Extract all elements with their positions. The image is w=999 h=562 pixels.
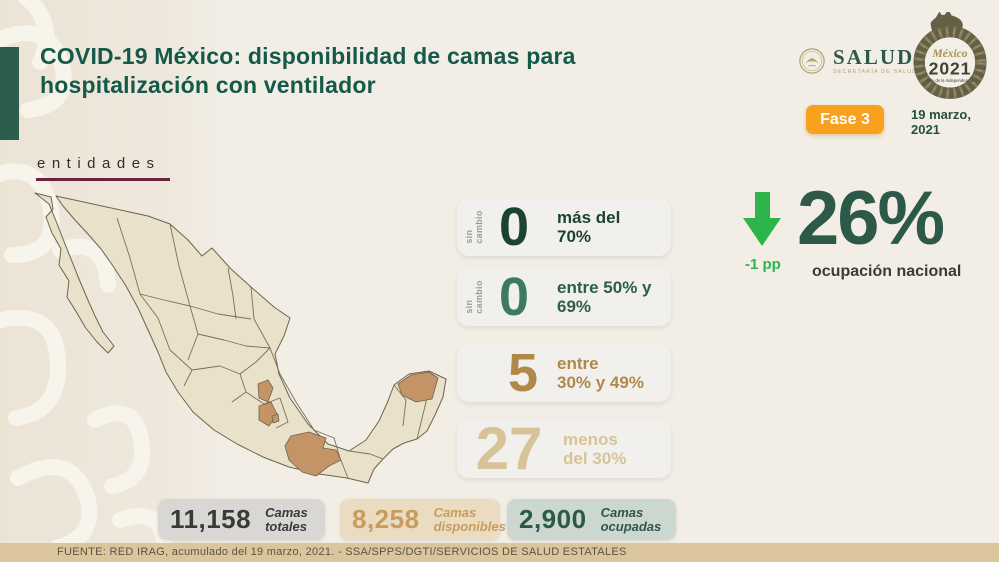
range-label: menos del 30% [563,430,627,468]
state-highlight-yucatan [397,371,439,403]
down-arrow-icon [743,192,781,246]
entity-count: 0 [498,197,530,257]
available-beds-value: 8,258 [352,504,420,534]
occupied-beds-box: 2,900 Camas ocupadas [507,499,676,540]
state-borders [116,217,430,479]
mexico-2021-badge: México 2021 Año de la Independencia [913,12,987,99]
salud-subtitle: SECRETARÍA DE SALUD [833,69,918,75]
report-date-line-1: 19 marzo, [911,107,971,122]
total-beds-value: 11,158 [170,504,252,534]
source-footer: FUENTE: RED IRAG, acumulado del 19 marzo… [0,543,999,562]
title-accent-bar [0,47,19,140]
national-occupancy-value: 26% [797,176,945,261]
total-beds-label: Camas totales [265,504,308,534]
occupancy-box-mas-del-70: sin cambio 0 más del 70% [457,198,671,256]
fase-badge: Fase 3 [806,105,884,134]
entidades-underline [36,178,170,181]
trend-label: sin cambio [464,210,484,244]
report-date: 19 marzo, 2021 [911,107,971,137]
range-label: entre 30% y 49% [557,354,644,392]
available-beds-box: 8,258 Camas disponibles [340,499,506,540]
page-title: COVID-19 México: disponibilidad de camas… [40,42,700,100]
range-label: más del 70% [557,208,621,246]
national-change: -1 pp [745,256,781,273]
occupancy-box-30-49: 5 entre 30% y 49% [457,344,671,402]
mexico-2021-script: México [932,48,968,60]
state-highlight-cdmx [271,413,280,424]
mexico-2021-tagline: Año de la Independencia [927,78,974,83]
entity-count: 5 [507,343,539,403]
mexico-choropleth-map [34,192,447,484]
range-label: entre 50% y 69% [557,278,652,316]
mexico-mainland [55,195,447,484]
entity-count: 27 [475,415,543,482]
available-beds-label: Camas disponibles [433,504,506,534]
total-beds-box: 11,158 Camas totales [158,499,325,540]
occupied-beds-label: Camas ocupadas [600,504,662,534]
mexico-2021-year: 2021 [929,59,972,79]
entity-count: 0 [498,267,530,327]
salud-logo: SALUD SECRETARÍA DE SALUD [798,46,917,75]
occupied-beds-value: 2,900 [519,504,587,534]
salud-wordmark: SALUD SECRETARÍA DE SALUD [833,46,917,75]
salud-seal-icon [799,47,825,74]
page-title-line-2: hospitalización con ventilador [40,72,376,98]
page-title-line-1: COVID-19 México: disponibilidad de camas… [40,43,576,69]
state-highlight-oaxaca [284,431,342,477]
national-occupancy-label: ocupación nacional [812,263,962,280]
salud-name: SALUD [833,45,915,69]
state-highlight-queretaro [257,379,274,403]
report-date-line-2: 2021 [911,122,940,137]
trend-label: sin cambio [464,280,484,314]
occupancy-box-menos-30: 27 menos del 30% [457,415,671,482]
entidades-label: entidades [37,155,161,172]
baja-california-peninsula [34,192,115,354]
occupancy-box-50-69: sin cambio 0 entre 50% y 69% [457,268,671,326]
